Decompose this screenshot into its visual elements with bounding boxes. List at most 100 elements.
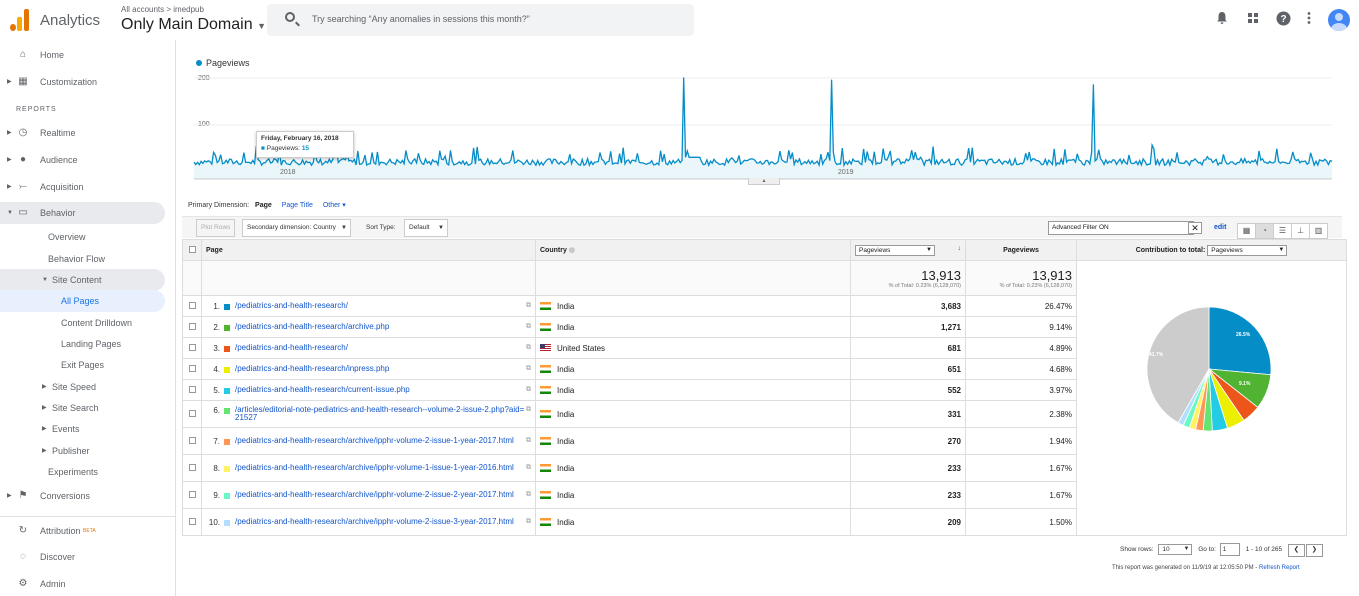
view-selector[interactable]: Only Main Domain ▼ bbox=[121, 16, 266, 34]
row-checkbox[interactable] bbox=[182, 358, 202, 380]
external-link-icon[interactable]: ⧉ bbox=[526, 517, 531, 525]
country-name[interactable]: India bbox=[557, 517, 575, 527]
secondary-dimension-select[interactable]: Secondary dimension: Country ▼ bbox=[242, 219, 351, 237]
pie-slice[interactable] bbox=[1146, 306, 1210, 424]
table-row[interactable]: 9. /pediatrics-and-health-research/archiv… bbox=[182, 481, 1347, 509]
advanced-filter-field[interactable]: Advanced Filter ON bbox=[1048, 221, 1194, 235]
external-link-icon[interactable]: ⧉ bbox=[526, 490, 531, 498]
plot-rows-button[interactable]: Plot Rows bbox=[196, 219, 236, 237]
country-name[interactable]: India bbox=[557, 436, 575, 446]
page-link[interactable]: /pediatrics-and-health-research/archive/… bbox=[235, 516, 514, 526]
page-link[interactable]: /pediatrics-and-health-research/current-… bbox=[235, 384, 410, 394]
external-link-icon[interactable]: ⧉ bbox=[526, 343, 531, 351]
contribution-select[interactable]: Pageviews bbox=[1207, 244, 1288, 256]
external-link-icon[interactable]: ⧉ bbox=[526, 463, 531, 471]
sidebar-item-site-content[interactable]: ▼ Site Content bbox=[0, 269, 165, 291]
performance-view-icon[interactable]: ☰ bbox=[1273, 223, 1292, 239]
page-link[interactable]: /pediatrics-and-health-research/archive/… bbox=[235, 462, 514, 472]
more-vert-icon[interactable] bbox=[1301, 11, 1317, 27]
row-checkbox[interactable] bbox=[182, 427, 202, 455]
pivot-view-icon[interactable]: ▥ bbox=[1309, 223, 1328, 239]
country-name[interactable]: India bbox=[557, 322, 575, 332]
row-checkbox[interactable] bbox=[182, 454, 202, 482]
external-link-icon[interactable]: ⧉ bbox=[526, 406, 531, 413]
chart-collapse-handle[interactable]: ▲ bbox=[748, 178, 780, 185]
page-link[interactable]: /pediatrics-and-health-research/inpress.… bbox=[235, 363, 390, 373]
goto-input[interactable]: 1 bbox=[1219, 543, 1240, 556]
metric-select-header[interactable]: Pageviews ↓ bbox=[850, 239, 966, 261]
page-column-header[interactable]: Page bbox=[201, 239, 536, 261]
sidebar-item-experiments[interactable]: Experiments bbox=[0, 461, 165, 483]
page-link[interactable]: /pediatrics-and-health-research/archive.… bbox=[235, 321, 390, 331]
pageviews-column-header[interactable]: Pageviews bbox=[965, 239, 1077, 261]
show-rows-select[interactable]: 10 bbox=[1158, 544, 1193, 555]
row-checkbox[interactable] bbox=[182, 508, 202, 536]
external-link-icon[interactable]: ⧉ bbox=[526, 385, 531, 393]
table-row[interactable]: 7. /pediatrics-and-health-research/archiv… bbox=[182, 427, 1347, 455]
page-link[interactable]: /pediatrics-and-health-research/archive/… bbox=[235, 435, 514, 445]
prev-page-icon[interactable]: ❮ bbox=[1287, 544, 1305, 557]
row-checkbox[interactable] bbox=[182, 400, 202, 428]
sidebar-item-realtime[interactable]: ▶ ◷ Realtime bbox=[0, 122, 165, 144]
sidebar-item-landing-pages[interactable]: Landing Pages bbox=[0, 333, 165, 355]
country-name[interactable]: India bbox=[557, 463, 575, 473]
country-name[interactable]: India bbox=[557, 385, 575, 395]
select-all-checkbox[interactable] bbox=[182, 239, 202, 261]
table-row[interactable]: 6. /articles/editorial-note-pediatrics-an… bbox=[182, 400, 1347, 428]
bell-icon[interactable] bbox=[1214, 11, 1230, 27]
sidebar-item-conversions[interactable]: ▶ ⚑ Conversions bbox=[0, 485, 165, 507]
sort-desc-icon[interactable]: ↓ bbox=[957, 244, 962, 252]
analytics-logo-icon[interactable] bbox=[10, 9, 30, 31]
external-link-icon[interactable]: ⧉ bbox=[526, 436, 531, 444]
row-checkbox[interactable] bbox=[182, 337, 202, 359]
country-name[interactable]: India bbox=[557, 490, 575, 500]
avatar[interactable] bbox=[1328, 9, 1350, 31]
sidebar-item-content-drilldown[interactable]: Content Drilldown bbox=[0, 312, 165, 334]
search-input[interactable]: Try searching “Any anomalies in sessions… bbox=[267, 4, 694, 36]
sidebar-item-site-speed[interactable]: ▶ Site Speed bbox=[0, 376, 165, 398]
help-icon[interactable]: ? bbox=[1275, 11, 1291, 27]
sidebar-item-home[interactable]: ⌂ Home bbox=[0, 44, 165, 66]
external-link-icon[interactable]: ⧉ bbox=[526, 322, 531, 330]
sidebar-item-admin[interactable]: ⚙ Admin bbox=[0, 573, 165, 595]
series-line-pageviews[interactable] bbox=[193, 77, 1333, 168]
page-link[interactable]: /pediatrics-and-health-research/ bbox=[235, 342, 348, 352]
country-name[interactable]: India bbox=[557, 301, 575, 311]
sidebar-item-behavior[interactable]: ▼ ▭ Behavior bbox=[0, 202, 165, 224]
sidebar-item-acquisition[interactable]: ▶ ⤚ Acquisition bbox=[0, 176, 165, 198]
external-link-icon[interactable]: ⧉ bbox=[526, 301, 531, 309]
row-checkbox[interactable] bbox=[182, 379, 202, 401]
pie-view-icon[interactable]: ◔ bbox=[1255, 223, 1274, 239]
sidebar-item-customization[interactable]: ▶ ▦ Customization bbox=[0, 71, 165, 93]
page-link[interactable]: /pediatrics-and-health-research/ bbox=[235, 300, 348, 310]
refresh-report-link[interactable]: Refresh Report bbox=[1258, 565, 1300, 571]
row-checkbox[interactable] bbox=[182, 295, 202, 317]
comparison-view-icon[interactable]: ⊥ bbox=[1291, 223, 1310, 239]
sidebar-item-exit-pages[interactable]: Exit Pages bbox=[0, 354, 165, 376]
table-row[interactable]: 5. /pediatrics-and-health-research/curren… bbox=[182, 379, 1347, 401]
sort-type-select[interactable]: Default ▼ bbox=[404, 219, 448, 237]
dimension-other[interactable]: Other ▾ bbox=[322, 202, 346, 209]
sidebar-item-audience[interactable]: ▶ ● Audience bbox=[0, 149, 165, 171]
country-name[interactable]: India bbox=[557, 409, 575, 419]
dimension-page-title[interactable]: Page Title bbox=[281, 202, 313, 209]
account-breadcrumb[interactable]: All accounts > imedpub bbox=[121, 5, 204, 14]
next-page-icon[interactable]: ❯ bbox=[1305, 544, 1323, 557]
sidebar-item-events[interactable]: ▶ Events bbox=[0, 418, 165, 440]
sidebar-item-discover[interactable]: ◌ Discover bbox=[0, 546, 165, 568]
dimension-page[interactable]: Page bbox=[255, 202, 272, 209]
clear-filter-icon[interactable]: ✕ bbox=[1188, 222, 1202, 234]
country-name[interactable]: India bbox=[557, 364, 575, 374]
table-row[interactable]: 2. /pediatrics-and-health-research/archiv… bbox=[182, 316, 1347, 338]
metric-select[interactable]: Pageviews bbox=[855, 244, 935, 256]
country-name[interactable]: United States bbox=[557, 343, 606, 353]
sidebar-item-behavior-flow[interactable]: Behavior Flow bbox=[0, 248, 165, 270]
edit-filter-link[interactable]: edit bbox=[1214, 224, 1227, 231]
table-view-icon[interactable]: ▦ bbox=[1237, 223, 1256, 239]
sidebar-item-site-search[interactable]: ▶ Site Search bbox=[0, 397, 165, 419]
row-checkbox[interactable] bbox=[182, 316, 202, 338]
sidebar-item-attribution[interactable]: ↻ Attribution BETA bbox=[0, 520, 165, 542]
row-checkbox[interactable] bbox=[182, 481, 202, 509]
apps-grid-icon[interactable] bbox=[1245, 11, 1261, 27]
table-row[interactable]: 10. /pediatrics-and-health-research/archi… bbox=[182, 508, 1347, 536]
